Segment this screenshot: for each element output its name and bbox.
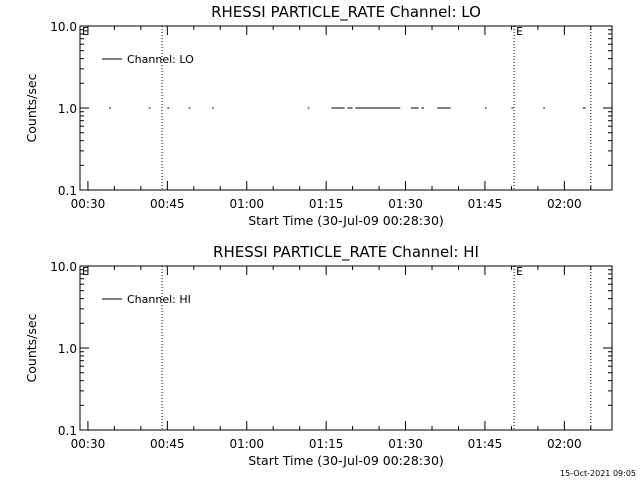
chart-title: RHESSI PARTICLE_RATE Channel: HI: [213, 243, 479, 262]
x-tick-label: 01:15: [309, 197, 344, 211]
y-axis-label: Counts/sec: [24, 313, 39, 382]
x-tick-label: 01:30: [388, 197, 423, 211]
corner-marker: E: [82, 25, 89, 38]
plot-frame: [79, 25, 613, 191]
chart-title: RHESSI PARTICLE_RATE Channel: LO: [211, 3, 481, 22]
plot-frame: [79, 265, 613, 431]
x-tick-label: 02:00: [547, 197, 582, 211]
legend-label: Channel: HI: [127, 293, 191, 306]
y-tick-label: 10.0: [50, 260, 77, 274]
x-tick-label: 01:30: [388, 437, 423, 451]
x-tick-label: 00:45: [150, 437, 185, 451]
y-axis: 0.1 1.0 10.0: [50, 260, 612, 438]
x-axis-label: Start Time (30-Jul-09 00:28:30): [248, 213, 444, 228]
y-tick-label: 10.0: [50, 20, 77, 34]
x-tick-label: 01:45: [468, 437, 503, 451]
x-axis: 00:30 00:45 01:00 01:15 01:30 01:45 02:00: [71, 266, 592, 451]
y-tick-label: 1.0: [58, 342, 77, 356]
x-tick-label: 01:45: [468, 197, 503, 211]
y-axis-label: Counts/sec: [24, 73, 39, 142]
y-axis: 0.1 1.0 10.0: [50, 20, 612, 198]
y-tick-label: 1.0: [58, 102, 77, 116]
x-tick-label: 01:15: [309, 437, 344, 451]
y-tick-label: 0.1: [58, 184, 77, 198]
x-tick-label: 01:00: [229, 197, 264, 211]
chart-panel-hi: RHESSI PARTICLE_RATE Channel: HI 0.1 1.0 10…: [24, 243, 613, 468]
y-tick-label: 0.1: [58, 424, 77, 438]
x-tick-label: 00:45: [150, 197, 185, 211]
corner-marker: E: [82, 265, 89, 278]
event-marker-label: E: [516, 25, 523, 38]
x-axis-label: Start Time (30-Jul-09 00:28:30): [248, 453, 444, 468]
x-tick-label: 00:30: [71, 197, 106, 211]
event-marker-label: E: [516, 265, 523, 278]
legend: Channel: HI: [102, 293, 191, 306]
x-axis: 00:30 00:45 01:00 01:15 01:30 01:45 02:00: [71, 26, 592, 211]
x-tick-label: 00:30: [71, 437, 106, 451]
chart-panel-lo: RHESSI PARTICLE_RATE Channel: LO 0.1 1.0 10…: [24, 3, 613, 228]
footer-timestamp: 15-Oct-2021 09:05: [560, 469, 636, 478]
legend: Channel: LO: [102, 53, 194, 66]
x-tick-label: 01:00: [229, 437, 264, 451]
legend-label: Channel: LO: [127, 53, 194, 66]
x-tick-label: 02:00: [547, 437, 582, 451]
